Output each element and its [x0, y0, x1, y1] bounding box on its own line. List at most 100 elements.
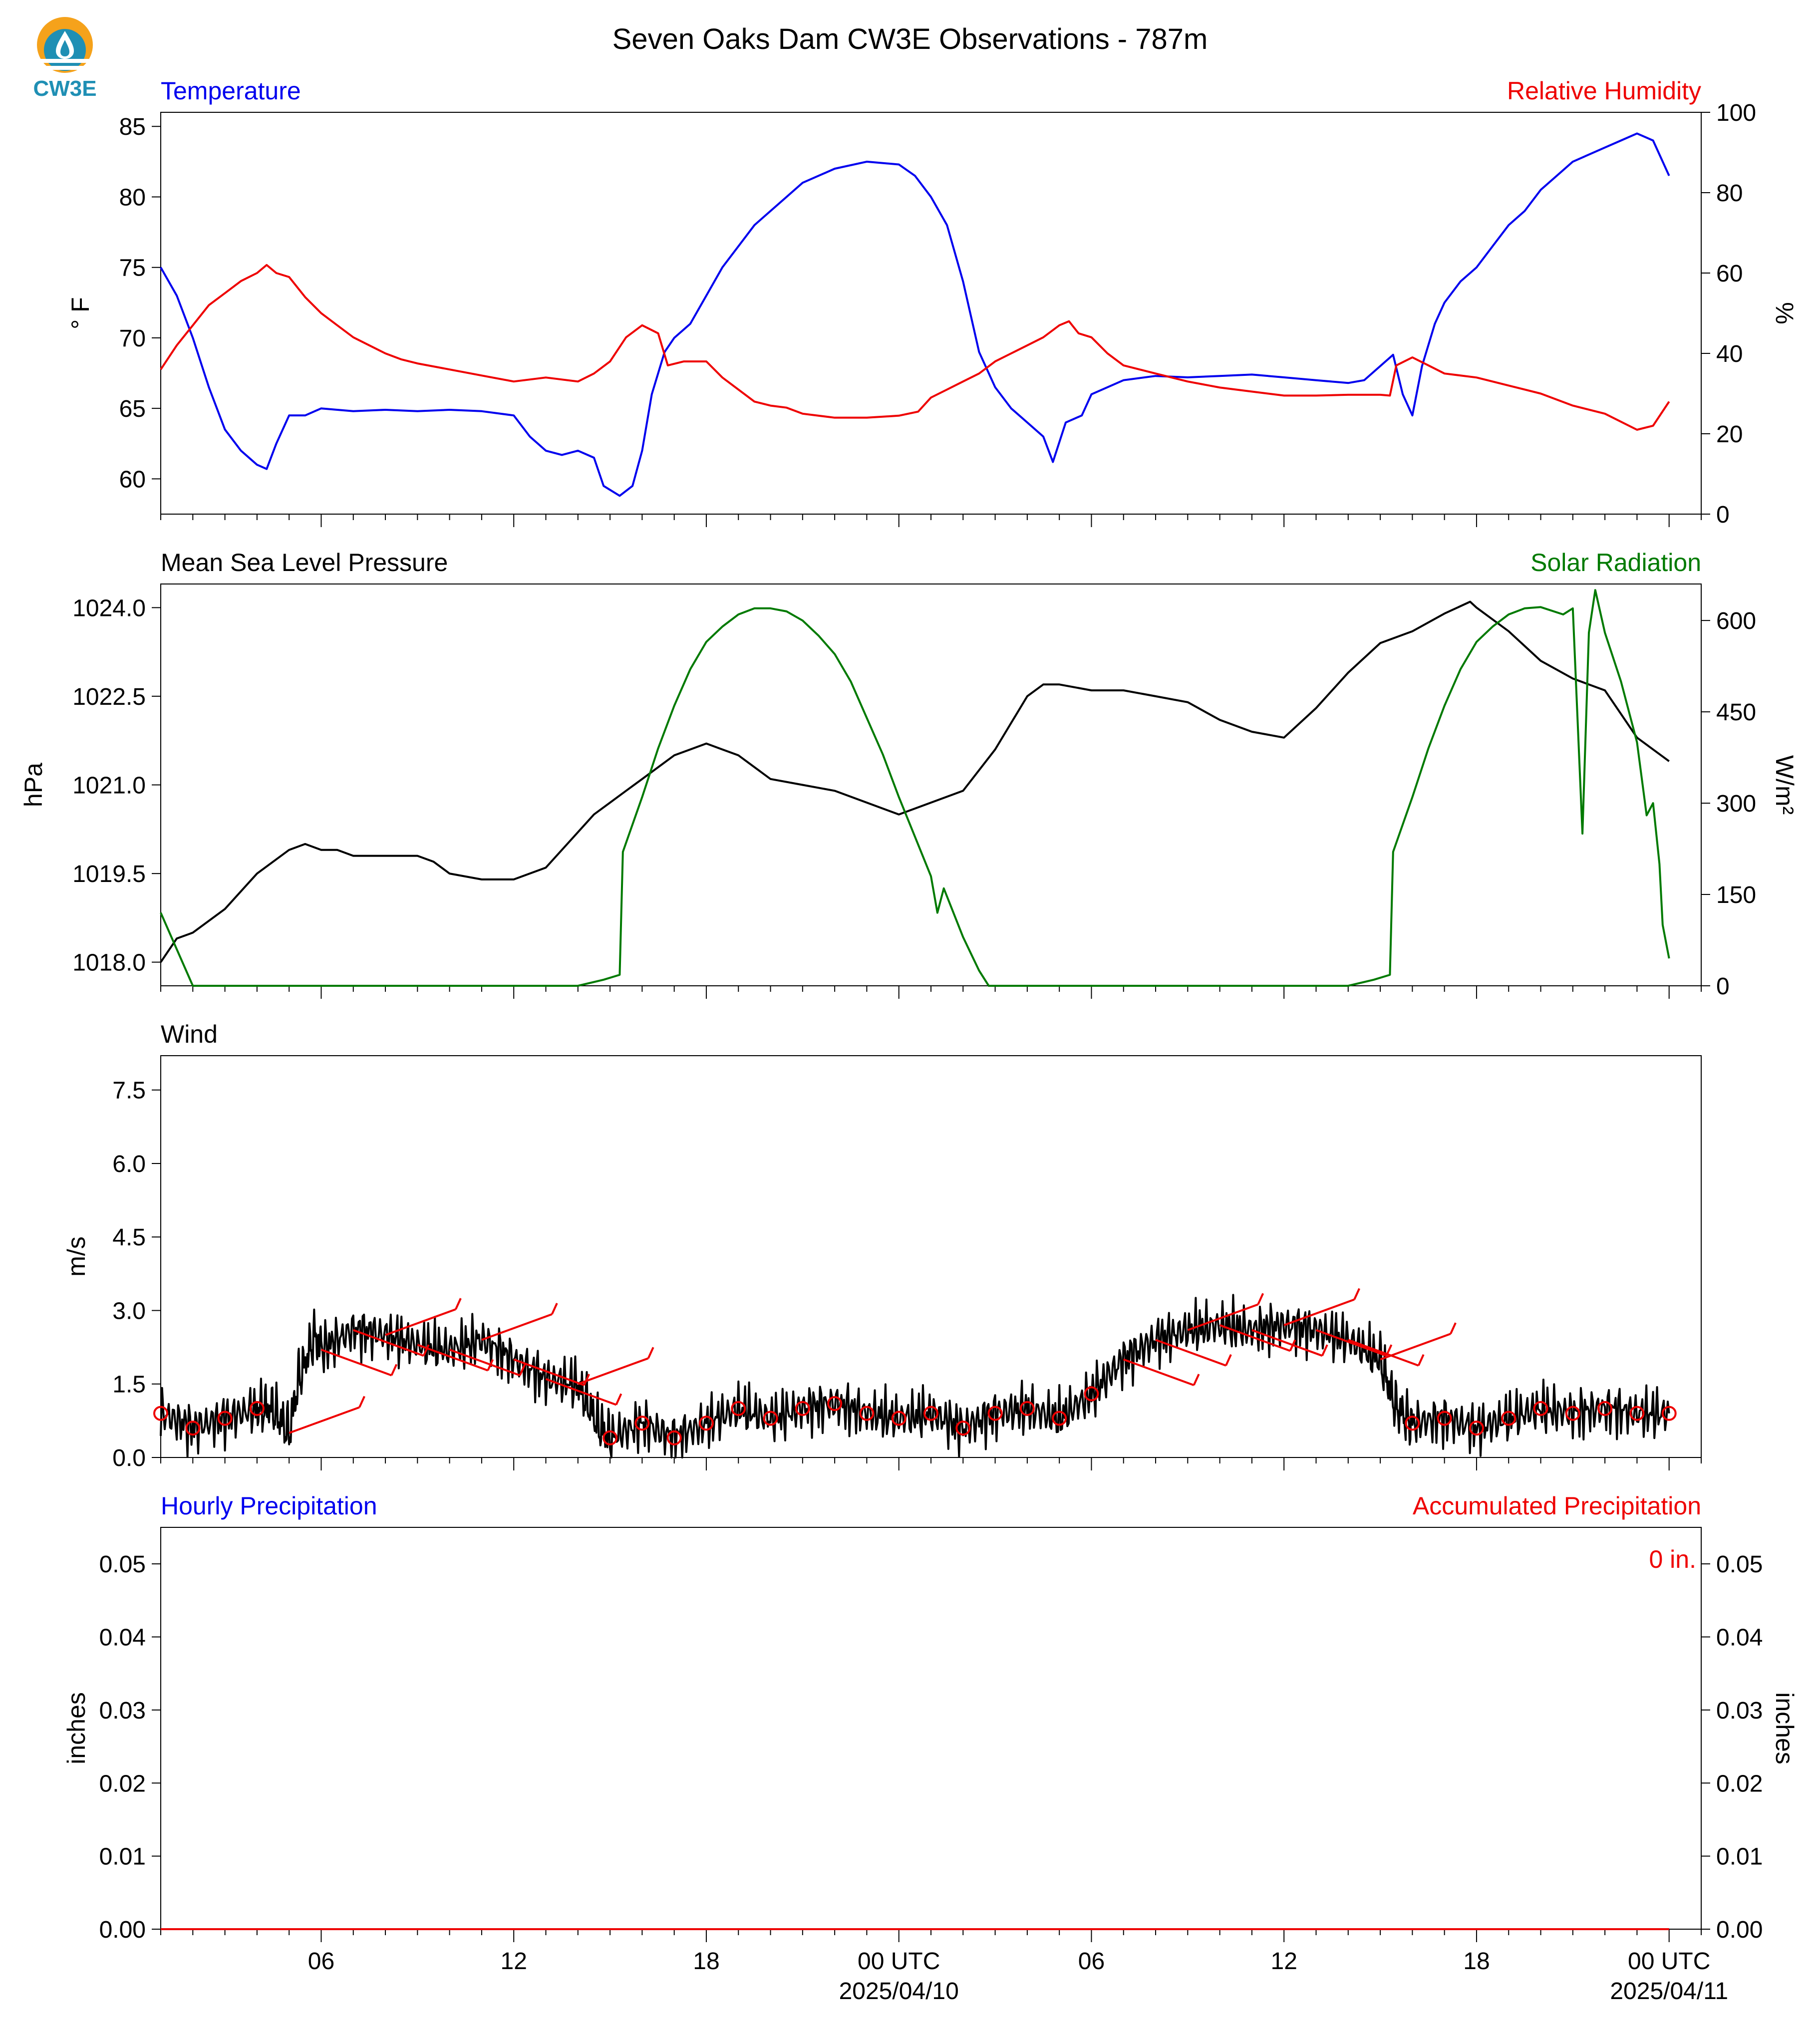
- wind-barb-flag: [1321, 1344, 1328, 1357]
- cw3e-drop-logo-icon: [37, 17, 93, 73]
- y-right-axis-label: %: [1771, 302, 1799, 324]
- y-left-tick-label: 65: [119, 396, 146, 422]
- panel-left-title: Temperature: [161, 77, 301, 105]
- panel-left-title: Mean Sea Level Pressure: [161, 549, 448, 577]
- wind-calm-marker: [987, 1406, 1003, 1421]
- wind-calm-marker: [1533, 1401, 1548, 1416]
- y-left-tick-label: 0.01: [99, 1844, 146, 1870]
- accumulated-precip-annotation: 0 in.: [1649, 1545, 1696, 1573]
- y-left-tick-label: 75: [119, 255, 146, 282]
- wind-calm-marker: [1019, 1401, 1035, 1416]
- series-line-relative-humidity: [160, 264, 1670, 431]
- wind-calm-marker: [891, 1411, 907, 1426]
- y-left-tick-label: 0.04: [99, 1625, 146, 1651]
- y-right-tick-label: 0.05: [1716, 1551, 1763, 1578]
- y-right-tick-label: 0: [1716, 502, 1730, 528]
- series-line-solar-radiation: [160, 589, 1670, 987]
- wind-calm-marker: [1052, 1411, 1067, 1426]
- y-left-tick-label: 1024.0: [72, 595, 146, 621]
- y-right-tick-label: 150: [1716, 882, 1756, 908]
- wind-barb-flag: [551, 1303, 558, 1315]
- y-left-tick-label: 80: [119, 184, 146, 211]
- x-tick-label: 12: [501, 1948, 527, 1975]
- wind-barb-staff: [1380, 1333, 1451, 1361]
- wind-calm-marker: [1565, 1406, 1580, 1421]
- wind-barb-flag: [1193, 1374, 1200, 1386]
- wind-barb-flag: [519, 1364, 526, 1376]
- y-left-axis-label: m/s: [62, 1236, 90, 1277]
- y-left-tick-label: 7.5: [112, 1078, 146, 1104]
- wind-barb-staff: [353, 1329, 424, 1357]
- y-left-axis-label: inches: [62, 1692, 90, 1764]
- y-right-tick-label: 80: [1716, 180, 1743, 207]
- wind-calm-marker: [666, 1430, 682, 1446]
- wind-barb-staff: [1283, 1298, 1355, 1326]
- wind-calm-marker: [859, 1406, 875, 1421]
- y-left-tick-label: 1.5: [112, 1372, 146, 1398]
- y-right-tick-label: 0.01: [1716, 1844, 1763, 1870]
- wind-barb-flag: [1417, 1354, 1425, 1366]
- wind-barb-flag: [615, 1393, 622, 1406]
- wind-calm-marker: [1597, 1401, 1613, 1416]
- y-left-tick-label: 1019.5: [72, 861, 146, 887]
- wind-barb-staff: [513, 1358, 585, 1386]
- wind-barb-flag: [390, 1364, 398, 1376]
- y-right-tick-label: 0: [1716, 973, 1730, 1000]
- y-left-tick-label: 0.05: [99, 1551, 146, 1578]
- wind-calm-marker: [217, 1411, 233, 1426]
- panel-wind: 0.0 1.5 3.0 4.5 6.0 7.5 m/s Wind: [62, 1020, 1702, 1471]
- wind-calm-marker: [795, 1401, 810, 1416]
- y-right-tick-label: 300: [1716, 791, 1756, 817]
- x-tick-label: 12: [1271, 1948, 1297, 1975]
- y-right-tick-label: 20: [1716, 421, 1743, 448]
- wind-calm-marker: [634, 1416, 650, 1431]
- wind-calm-marker: [827, 1396, 843, 1412]
- y-right-tick-label: 0.02: [1716, 1770, 1763, 1797]
- wind-barb-staff: [481, 1313, 553, 1341]
- y-left-axis-label: hPa: [19, 763, 47, 807]
- y-left-tick-label: 1022.5: [72, 684, 146, 710]
- wind-barb-flag: [455, 1298, 462, 1310]
- wind-calm-marker: [698, 1416, 714, 1431]
- wind-calm-marker: [731, 1401, 746, 1416]
- y-left-tick-label: 1021.0: [72, 773, 146, 799]
- panel-left-title: Wind: [161, 1020, 218, 1048]
- y-left-tick-label: 3.0: [112, 1298, 146, 1324]
- series-line-wind-speed: [160, 1294, 1670, 1458]
- y-right-tick-label: 0.00: [1716, 1917, 1763, 1943]
- series-line-temperature: [160, 132, 1670, 497]
- y-right-tick-label: 450: [1716, 699, 1756, 726]
- wind-calm-marker: [763, 1411, 778, 1426]
- panel-left-title: Hourly Precipitation: [161, 1492, 377, 1520]
- wind-calm-marker: [603, 1430, 618, 1446]
- wind-calm-marker: [1405, 1416, 1420, 1431]
- y-right-tick-label: 40: [1716, 341, 1743, 367]
- y-right-tick-label: 0.03: [1716, 1698, 1763, 1724]
- wind-barb-staff: [1315, 1329, 1387, 1357]
- wind-barb-staff: [417, 1344, 488, 1372]
- wind-barb-staff: [1155, 1339, 1226, 1367]
- x-tick-label: 06: [308, 1948, 334, 1975]
- wind-barb-flag: [647, 1347, 654, 1359]
- y-right-tick-label: 60: [1716, 261, 1743, 287]
- wind-barb-staff: [449, 1349, 521, 1377]
- y-left-tick-label: 85: [119, 114, 146, 140]
- y-right-axis-label: W/m²: [1771, 755, 1799, 815]
- wind-barb-flag: [583, 1374, 590, 1386]
- wind-calm-marker: [923, 1406, 938, 1421]
- x-tick-label: 06: [1078, 1948, 1105, 1975]
- wind-barb-flag: [1353, 1288, 1360, 1300]
- wind-barb-staff: [289, 1406, 360, 1434]
- y-left-tick-label: 0.00: [99, 1917, 146, 1943]
- y-right-tick-label: 0.04: [1716, 1625, 1763, 1651]
- wind-calm-marker: [1469, 1421, 1484, 1436]
- y-right-tick-label: 600: [1716, 608, 1756, 634]
- wind-calm-marker: [1501, 1411, 1517, 1426]
- x-tick-label: 00 UTC: [858, 1948, 940, 1975]
- panel-right-title: Relative Humidity: [1507, 77, 1701, 105]
- chart-title: Seven Oaks Dam CW3E Observations - 787m: [612, 23, 1208, 55]
- wind-calm-marker: [153, 1406, 168, 1421]
- wind-barb-staff: [545, 1378, 617, 1406]
- wind-barb-flag: [358, 1396, 365, 1408]
